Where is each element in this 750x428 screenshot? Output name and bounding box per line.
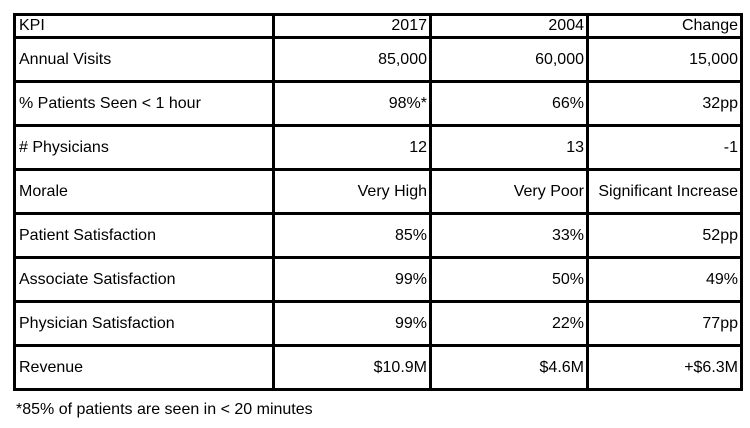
kpi-cell: # Physicians [13,124,275,171]
table-row: Patient Satisfaction 85% 33% 52pp [13,212,743,259]
kpi-cell: Morale [13,168,275,215]
value-2017-cell: $10.9M [272,344,432,391]
value-2004-cell: 22% [429,300,589,347]
value-2017-cell: 98%* [272,80,432,127]
table-row: % Patients Seen < 1 hour 98%* 66% 32pp [13,80,743,127]
table-row: # Physicians 12 13 -1 [13,124,743,171]
kpi-cell: Revenue [13,344,275,391]
kpi-table: KPI 2017 2004 Change Annual Visits 85,00… [13,13,743,391]
kpi-cell: Patient Satisfaction [13,212,275,259]
table-header-row: KPI 2017 2004 Change [13,13,743,39]
header-kpi: KPI [13,13,275,39]
value-2017-cell: 99% [272,300,432,347]
header-2004: 2004 [429,13,589,39]
kpi-cell: Annual Visits [13,36,275,83]
kpi-cell: % Patients Seen < 1 hour [13,80,275,127]
table-row: Morale Very High Very Poor Significant I… [13,168,743,215]
change-cell: -1 [586,124,743,171]
value-2017-cell: 85,000 [272,36,432,83]
change-cell: 32pp [586,80,743,127]
value-2017-cell: 85% [272,212,432,259]
table-row: Associate Satisfaction 99% 50% 49% [13,256,743,303]
value-2004-cell: 50% [429,256,589,303]
table-row: Annual Visits 85,000 60,000 15,000 [13,36,743,83]
table-row: Revenue $10.9M $4.6M +$6.3M [13,344,743,391]
change-cell: 49% [586,256,743,303]
value-2004-cell: 60,000 [429,36,589,83]
value-2004-cell: 66% [429,80,589,127]
value-2017-cell: 12 [272,124,432,171]
change-cell: 52pp [586,212,743,259]
value-2004-cell: 33% [429,212,589,259]
change-cell: 77pp [586,300,743,347]
value-2017-cell: Very High [272,168,432,215]
value-2017-cell: 99% [272,256,432,303]
value-2004-cell: 13 [429,124,589,171]
table-row: Physician Satisfaction 99% 22% 77pp [13,300,743,347]
kpi-cell: Associate Satisfaction [13,256,275,303]
change-cell: +$6.3M [586,344,743,391]
change-cell: Significant Increase [586,168,743,215]
footnote: *85% of patients are seen in < 20 minute… [16,401,313,418]
value-2004-cell: Very Poor [429,168,589,215]
header-2017: 2017 [272,13,432,39]
value-2004-cell: $4.6M [429,344,589,391]
kpi-cell: Physician Satisfaction [13,300,275,347]
change-cell: 15,000 [586,36,743,83]
header-change: Change [586,13,743,39]
